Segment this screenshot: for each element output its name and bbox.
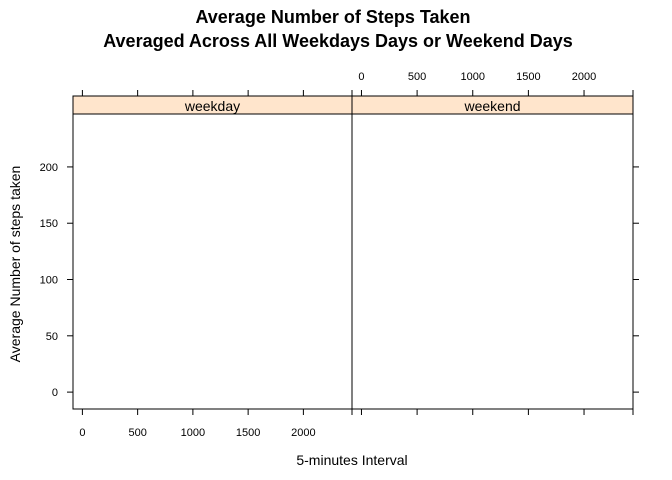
chart-subtitle: Averaged Across All Weekdays Days or Wee… — [103, 31, 573, 51]
x-tick-label-top: 1000 — [461, 71, 485, 83]
panel-weekend — [351, 113, 634, 410]
x-tick-label-bottom: 1500 — [236, 427, 260, 439]
x-tick-label-bottom: 1000 — [181, 427, 205, 439]
y-tick-label: 100 — [40, 275, 58, 287]
x-tick-label-top: 1500 — [516, 71, 540, 83]
y-tick-label: 0 — [52, 387, 58, 399]
x-tick-label-bottom: 0 — [79, 427, 85, 439]
y-axis-label: Average Number of steps taken — [7, 166, 23, 363]
x-tick-label-top: 2000 — [572, 71, 596, 83]
x-tick-label-bottom: 500 — [128, 427, 146, 439]
x-axis-label: 5-minutes Interval — [296, 452, 407, 468]
x-tick-label-top: 0 — [358, 71, 364, 83]
chart-title: Average Number of Steps Taken — [195, 7, 470, 27]
x-tick-label-top: 500 — [408, 71, 426, 83]
x-tick-label-bottom: 2000 — [291, 427, 315, 439]
y-tick-label: 50 — [46, 331, 58, 343]
y-tick-label: 200 — [40, 162, 58, 174]
panel-weekday — [72, 113, 353, 410]
strip-label-weekday: weekday — [184, 98, 240, 114]
y-tick-label: 150 — [40, 218, 58, 230]
strip-label-weekend: weekend — [463, 98, 520, 114]
